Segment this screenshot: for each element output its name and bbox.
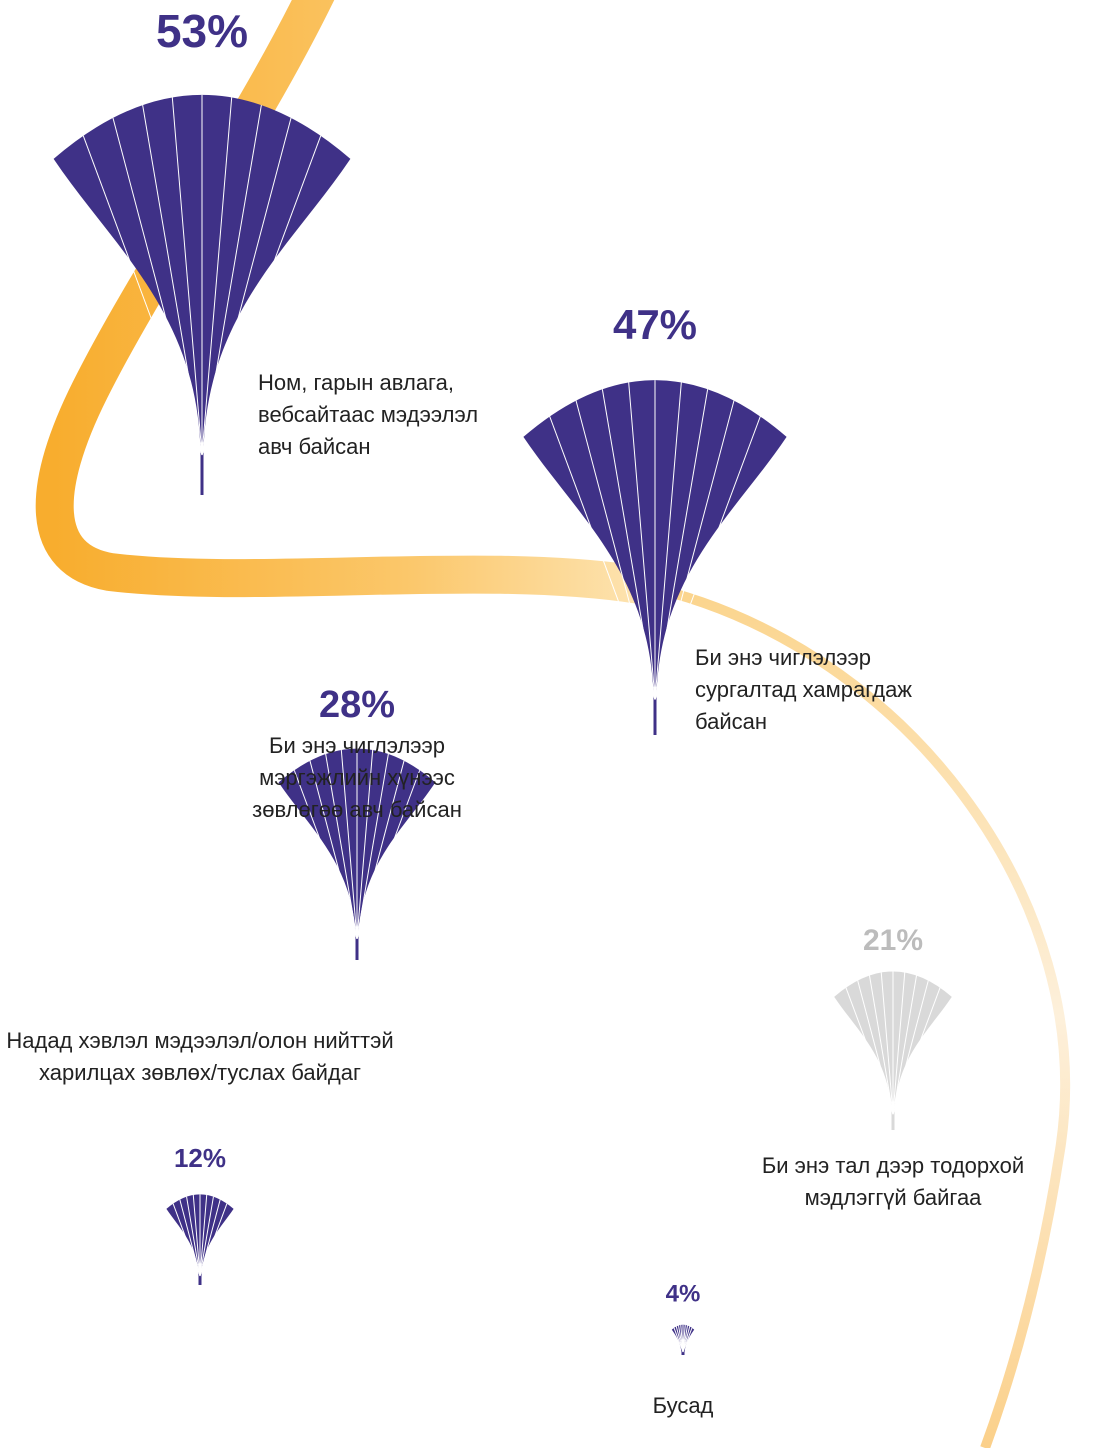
fan-rib <box>325 753 358 939</box>
fan-rib <box>356 770 421 940</box>
fan-rib <box>82 135 203 456</box>
value-label: 28% <box>319 684 395 726</box>
fan-rib <box>356 753 389 939</box>
fan-rib <box>201 135 322 456</box>
fan-rib <box>112 117 203 456</box>
fan-rib <box>201 105 262 456</box>
fan-rib <box>199 1196 214 1277</box>
fan-rib <box>845 987 894 1115</box>
category-label: Надад хэвлэл мэдээлэл/олон нийттэй харил… <box>6 1028 394 1085</box>
fan-rib <box>868 975 894 1115</box>
fan-rib <box>201 97 233 456</box>
fan-rib <box>880 972 894 1115</box>
category-label: Ном, гарын авлага, вебсайтаас мэдээлэл а… <box>258 370 479 459</box>
category-label: Бусад <box>652 1393 714 1418</box>
fan-rib <box>654 389 709 700</box>
fan-rib <box>199 1194 208 1276</box>
fan-rib <box>356 760 405 939</box>
fan-rib <box>654 416 761 700</box>
fan-rib <box>601 389 656 700</box>
fan-rib <box>142 105 203 456</box>
fan-rib <box>892 975 918 1115</box>
value-label: 53% <box>156 5 248 57</box>
decor-curve <box>35 0 643 604</box>
fan-rib <box>682 1327 693 1353</box>
category-label: Би энэ чиглэлээр сургалтад хамрагдаж бай… <box>695 645 913 734</box>
value-label: 21% <box>863 924 923 957</box>
fan-rib <box>575 400 656 700</box>
fan-rib <box>179 1199 201 1277</box>
fan-rib <box>340 749 358 939</box>
fan-rib <box>309 760 358 939</box>
fan-rib <box>857 980 894 1115</box>
fan-rib <box>892 987 941 1115</box>
value-label: 47% <box>613 301 697 348</box>
fan-rib <box>654 400 735 700</box>
fan-rib <box>293 770 358 940</box>
fan-rib <box>199 1199 221 1277</box>
fan-rib <box>892 972 906 1115</box>
fan-rib <box>192 1194 201 1276</box>
fan-rib <box>892 980 929 1115</box>
fan-rib <box>199 1203 228 1277</box>
value-label: 12% <box>174 1143 226 1173</box>
fan-rib <box>186 1196 201 1277</box>
fan-rib <box>356 749 374 939</box>
fan-rib <box>201 117 292 456</box>
fan-rib <box>654 382 682 700</box>
value-label: 4% <box>666 1280 701 1307</box>
category-label: Би энэ чиглэлээр мэргэжлийн хүнээс зөвлө… <box>252 733 462 822</box>
fan-rib <box>172 1203 201 1277</box>
fan-rib <box>628 382 656 700</box>
category-label: Би энэ тал дээр тодорхой мэдлэггүй байга… <box>761 1153 1025 1210</box>
decor-curve-tail <box>638 580 1070 1448</box>
fan-rib <box>171 97 203 456</box>
fan-rib <box>549 416 656 700</box>
